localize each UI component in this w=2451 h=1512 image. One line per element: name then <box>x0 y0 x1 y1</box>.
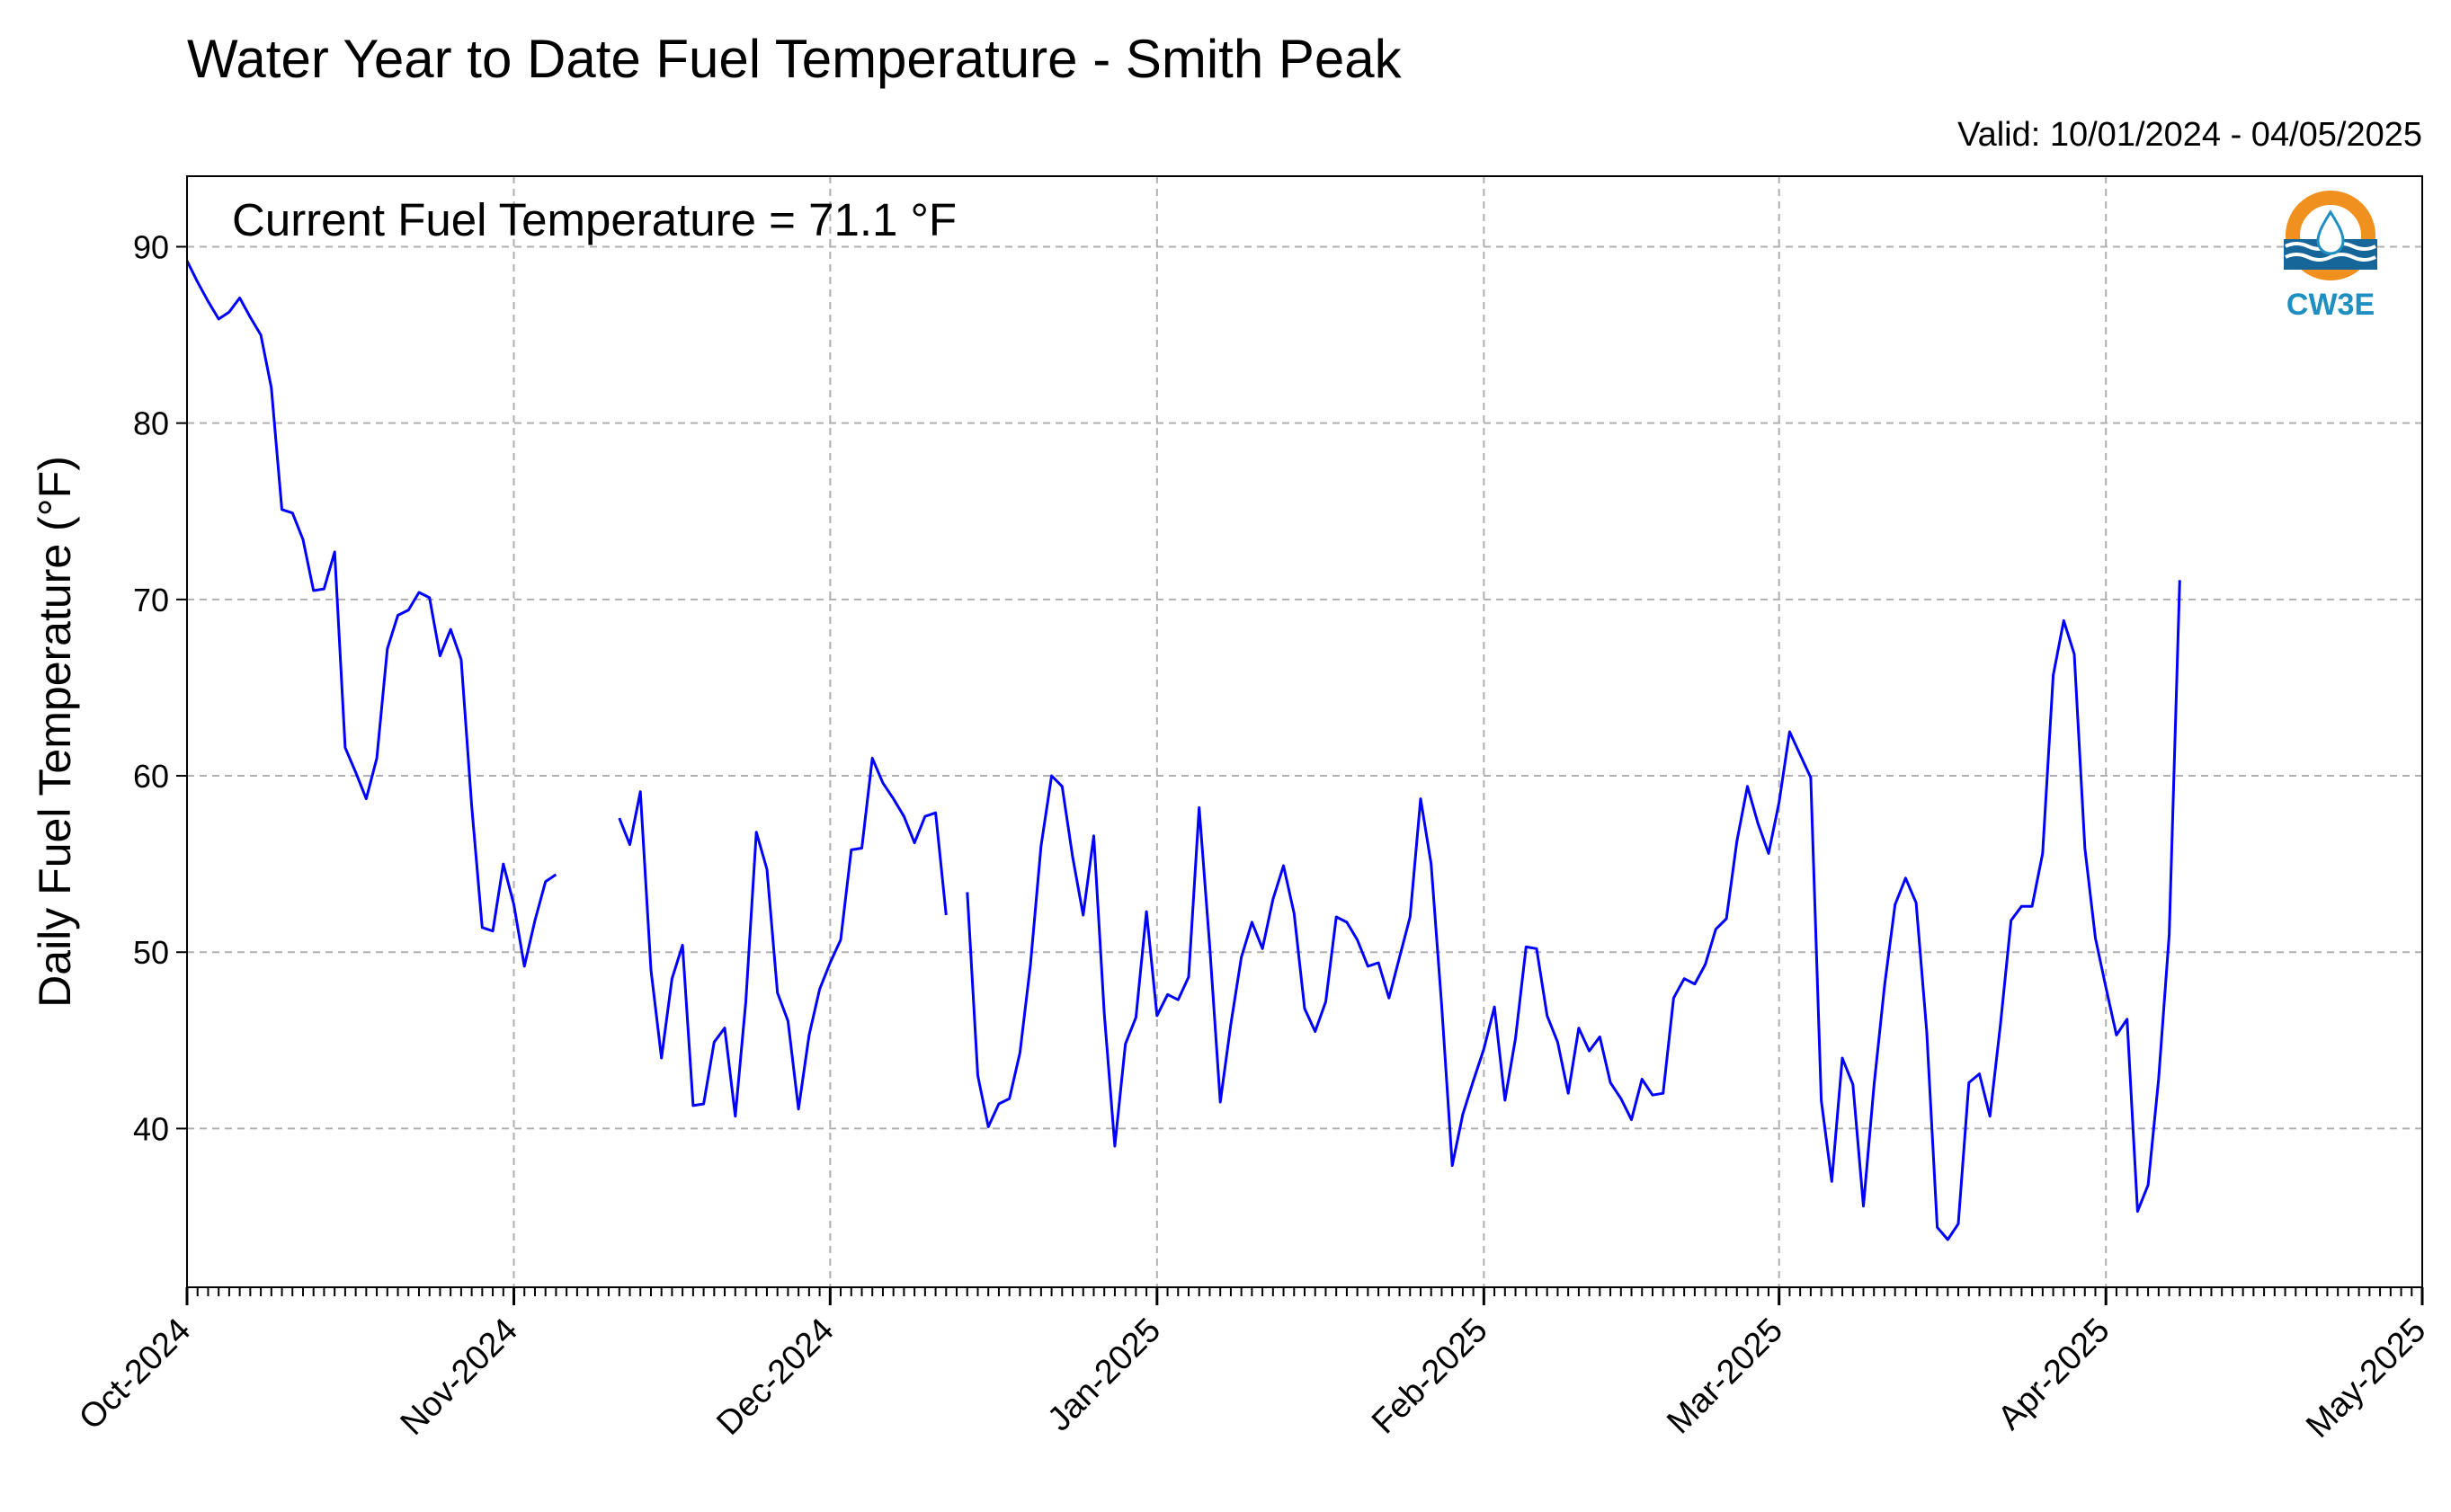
plot-frame <box>186 175 2423 1288</box>
x-tick-label: Apr-2025 <box>1991 1312 2117 1437</box>
x-tick-label: Nov-2024 <box>394 1312 525 1443</box>
x-tick-label: Jan-2025 <box>1040 1312 1168 1439</box>
logo-sun-ring <box>2286 191 2375 280</box>
series-line <box>618 756 948 1118</box>
y-tick-label: 70 <box>133 582 169 618</box>
axes: 40 50 60 70 80 90 Oct-2024 Nov-2024 Dec-2024 Jan-… <box>30 175 2433 1445</box>
logo-wave-2 <box>2285 253 2376 262</box>
x-tick-label: Mar-2025 <box>1660 1312 1790 1442</box>
plot-area <box>185 260 2181 1241</box>
cw3e-logo: CW3E <box>2284 191 2377 322</box>
y-tick-label: 90 <box>133 228 169 265</box>
logo-drop-icon <box>2316 209 2345 255</box>
valid-range: Valid: 10/01/2024 - 04/05/2025 <box>1957 116 2422 154</box>
y-axis-label: Daily Fuel Temperature (°F) <box>30 456 80 1008</box>
y-tick-label: 60 <box>133 758 169 795</box>
x-tick-label: Oct-2024 <box>72 1312 198 1437</box>
y-tick-label: 50 <box>133 934 169 971</box>
series-line <box>185 260 557 968</box>
y-tick-label: 80 <box>133 405 169 442</box>
current-temperature-annotation: Current Fuel Temperature = 71.1 °F <box>232 194 957 245</box>
chart-title: Water Year to Date Fuel Temperature - Sm… <box>187 29 1403 89</box>
grid-lines <box>186 176 2423 1287</box>
series-line <box>966 580 2181 1241</box>
logo-text: CW3E <box>2286 288 2375 322</box>
y-tick-label: 40 <box>133 1110 169 1147</box>
x-tick-label: Dec-2024 <box>709 1312 841 1443</box>
x-tick-label: Feb-2025 <box>1365 1312 1495 1442</box>
x-tick-label: May-2025 <box>2299 1312 2433 1445</box>
